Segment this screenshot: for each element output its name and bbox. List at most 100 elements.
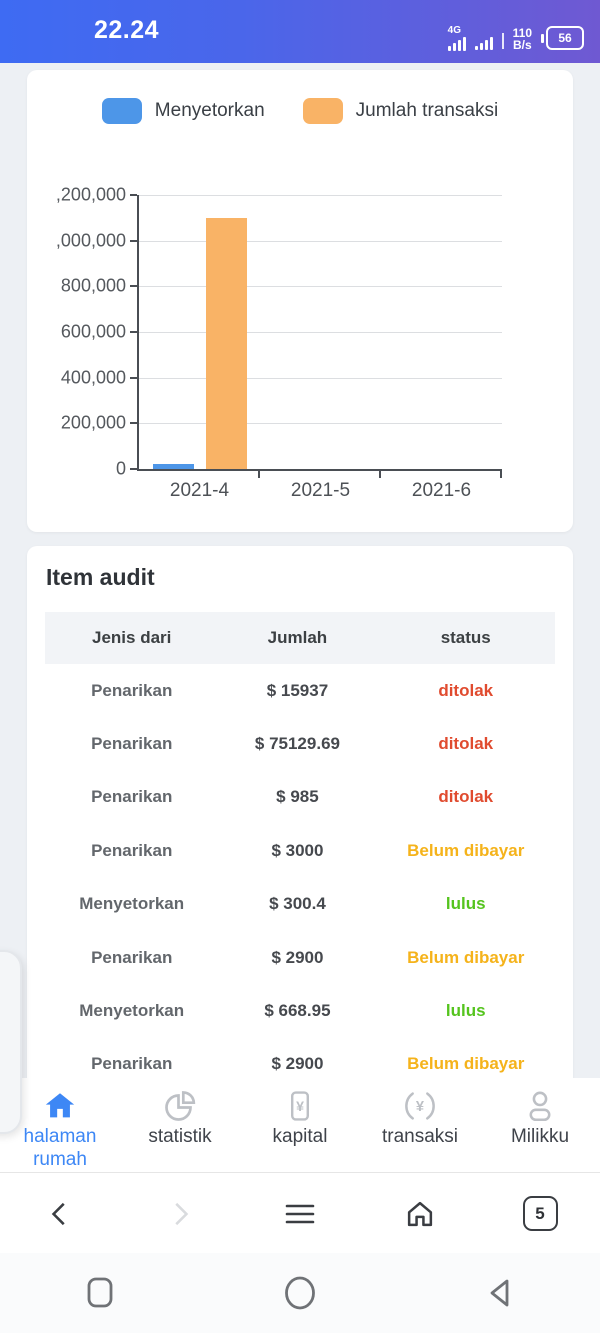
svg-text:¥: ¥ xyxy=(416,1099,425,1115)
y-axis-tick xyxy=(130,239,137,242)
home-circle-icon xyxy=(285,1276,315,1310)
cell-status: Belum dibayar xyxy=(407,1054,525,1074)
browser-menu-button[interactable] xyxy=(240,1173,360,1254)
y-axis-tick xyxy=(130,376,137,379)
app-tab-bar: halaman rumah statistik ¥ kapital ¥ transaksi… xyxy=(0,1078,600,1172)
table-row: Penarikan $ 75129.69 ditolak xyxy=(45,717,555,770)
y-axis-label: 200,000 xyxy=(60,412,126,433)
browser-nav-bar: 5 xyxy=(0,1172,600,1254)
table-row: Penarikan $ 15937 ditolak xyxy=(45,664,555,717)
back-triangle-icon xyxy=(490,1279,509,1307)
svg-text:¥: ¥ xyxy=(296,1099,304,1115)
cell-amount: $ 668.95 xyxy=(264,1001,331,1021)
y-axis-label: ,200,000 xyxy=(55,184,126,205)
status-icons: 4G 110 B/s 56 xyxy=(447,11,584,57)
cell-type: Penarikan xyxy=(91,734,173,754)
gridline xyxy=(139,377,502,379)
tab-label: transaksi xyxy=(381,1126,459,1147)
legend-swatch xyxy=(302,98,343,124)
tab-statistik[interactable]: statistik xyxy=(120,1078,240,1172)
status-divider xyxy=(501,33,504,49)
android-nav-bar xyxy=(0,1253,600,1333)
cell-type: Penarikan xyxy=(91,1054,173,1074)
collapsed-floating-widget[interactable] xyxy=(0,950,22,1134)
battery-level: 56 xyxy=(546,26,584,50)
chart-bar xyxy=(152,464,194,469)
cell-status: lulus xyxy=(445,1001,486,1021)
bar-chart-plot: 2021-4 2021-5 2021-6 xyxy=(130,194,502,501)
x-axis-tick xyxy=(500,469,502,478)
gridline xyxy=(139,195,502,196)
home-outline-icon xyxy=(407,1201,433,1226)
cell-amount: $ 2900 xyxy=(271,1054,324,1074)
audit-card-title: Item audit xyxy=(46,564,155,590)
gridline xyxy=(139,332,502,333)
browser-back-button[interactable] xyxy=(0,1173,120,1254)
legend-label: Jumlah transaksi xyxy=(355,100,499,121)
cell-type: Penarikan xyxy=(91,840,173,860)
network-speed: 110 B/s xyxy=(512,26,532,52)
back-icon xyxy=(51,1202,65,1225)
y-axis-label: 0 xyxy=(115,458,126,479)
table-row: Penarikan $ 2900 Belum dibayar xyxy=(45,931,555,984)
chart-legend: Menyetorkan Jumlah transaksi xyxy=(27,98,573,124)
browser-forward-button[interactable] xyxy=(120,1173,240,1254)
cell-type: Penarikan xyxy=(91,947,173,967)
tab-label: kapital xyxy=(272,1126,328,1147)
recents-square-icon xyxy=(87,1277,113,1308)
android-home-button[interactable] xyxy=(200,1253,400,1333)
menu-icon xyxy=(285,1204,315,1223)
browser-home-button[interactable] xyxy=(360,1173,480,1254)
tab-label: Milikku xyxy=(510,1126,570,1147)
battery-icon: 56 xyxy=(541,26,584,50)
chart-card: Menyetorkan Jumlah transaksi 0 200,000 400,… xyxy=(27,70,573,532)
legend-item[interactable]: Menyetorkan xyxy=(101,98,265,124)
tab-halaman-rumah[interactable]: halaman rumah xyxy=(0,1078,120,1172)
legend-swatch xyxy=(101,98,142,124)
cell-status: Belum dibayar xyxy=(407,840,525,860)
cell-status: Belum dibayar xyxy=(407,947,525,967)
y-axis-label: 800,000 xyxy=(60,275,126,296)
tab-count-badge: 5 xyxy=(522,1196,558,1231)
cell-type: Penarikan xyxy=(91,680,173,700)
android-recents-button[interactable] xyxy=(0,1253,200,1333)
cell-amount: $ 3000 xyxy=(271,840,324,860)
gridline xyxy=(139,423,502,425)
tab-kapital[interactable]: ¥ kapital xyxy=(240,1078,360,1172)
y-axis-tick xyxy=(130,468,137,470)
tab-milikku[interactable]: Milikku xyxy=(480,1078,600,1172)
cell-amount: $ 2900 xyxy=(271,947,324,967)
x-axis-tick xyxy=(379,469,381,478)
column-header-amount: Jumlah xyxy=(267,628,328,647)
legend-item[interactable]: Jumlah transaksi xyxy=(302,98,499,124)
tab-transaksi[interactable]: ¥ transaksi xyxy=(360,1078,480,1172)
y-axis-tick xyxy=(130,422,137,425)
cell-status: ditolak xyxy=(438,734,494,754)
pie-chart-icon xyxy=(162,1087,198,1125)
yen-exchange-icon: ¥ xyxy=(401,1087,439,1125)
table-row: Penarikan $ 3000 Belum dibayar xyxy=(45,824,555,877)
cell-type: Menyetorkan xyxy=(79,894,185,914)
chart-bar xyxy=(205,217,247,469)
audit-card: Item audit Jenis dari Jumlah status Pena… xyxy=(27,546,573,1108)
home-icon xyxy=(43,1087,77,1125)
yen-note-icon: ¥ xyxy=(283,1087,317,1125)
cell-status: lulus xyxy=(445,894,486,914)
gridline xyxy=(139,286,502,288)
signal-icon xyxy=(474,37,493,50)
y-axis-tick xyxy=(130,285,137,288)
x-axis-tick xyxy=(258,469,260,478)
cell-type: Menyetorkan xyxy=(79,1001,185,1021)
column-header-status: status xyxy=(440,628,491,647)
android-back-button[interactable] xyxy=(400,1253,600,1333)
cell-type: Penarikan xyxy=(91,787,173,807)
browser-tabs-button[interactable]: 5 xyxy=(480,1173,600,1254)
x-axis-label: 2021-5 xyxy=(290,480,351,501)
tab-label: statistik xyxy=(148,1126,212,1147)
forward-icon xyxy=(175,1202,189,1225)
chart-y-axis-labels: 0 200,000 400,000 600,000 800,000 ,000,000 ,20… xyxy=(27,185,126,479)
clock: 22.24 xyxy=(94,16,160,44)
cell-amount: $ 300.4 xyxy=(269,894,326,914)
table-row: Menyetorkan $ 300.4 lulus xyxy=(45,878,555,931)
